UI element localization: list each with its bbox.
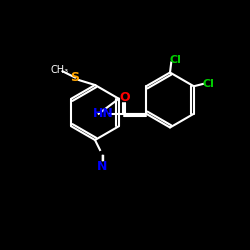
Text: N: N	[97, 160, 108, 173]
Text: S: S	[70, 71, 80, 84]
Text: O: O	[120, 91, 130, 104]
Text: Cl: Cl	[169, 55, 181, 65]
Text: CH₃: CH₃	[51, 65, 69, 75]
Text: Cl: Cl	[203, 79, 215, 89]
Text: HN: HN	[93, 107, 114, 120]
